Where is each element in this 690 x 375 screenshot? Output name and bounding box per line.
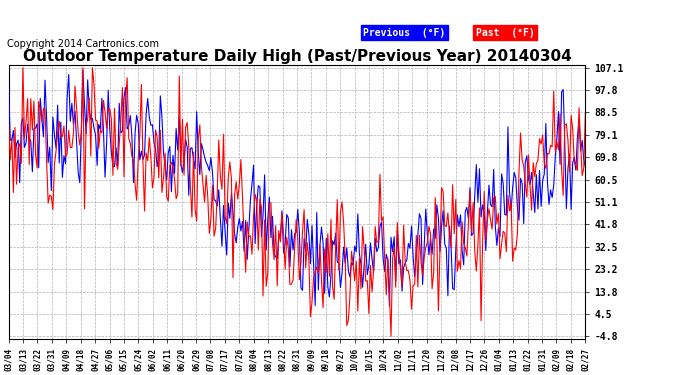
Text: Copyright 2014 Cartronics.com: Copyright 2014 Cartronics.com [7, 39, 159, 50]
Text: Previous  (°F): Previous (°F) [364, 27, 446, 38]
Text: Past  (°F): Past (°F) [476, 27, 535, 38]
Title: Outdoor Temperature Daily High (Past/Previous Year) 20140304: Outdoor Temperature Daily High (Past/Pre… [23, 49, 571, 64]
